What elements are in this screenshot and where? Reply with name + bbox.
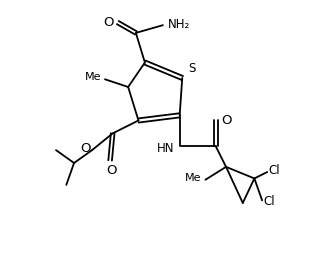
Text: Cl: Cl [263, 195, 275, 208]
Text: O: O [106, 163, 117, 176]
Text: NH₂: NH₂ [168, 18, 190, 31]
Text: Me: Me [185, 174, 202, 183]
Text: O: O [80, 142, 91, 155]
Text: HN: HN [157, 142, 174, 155]
Text: Cl: Cl [268, 164, 280, 177]
Text: Me: Me [85, 72, 101, 82]
Text: S: S [188, 62, 195, 75]
Text: O: O [104, 16, 114, 29]
Text: O: O [221, 114, 232, 127]
